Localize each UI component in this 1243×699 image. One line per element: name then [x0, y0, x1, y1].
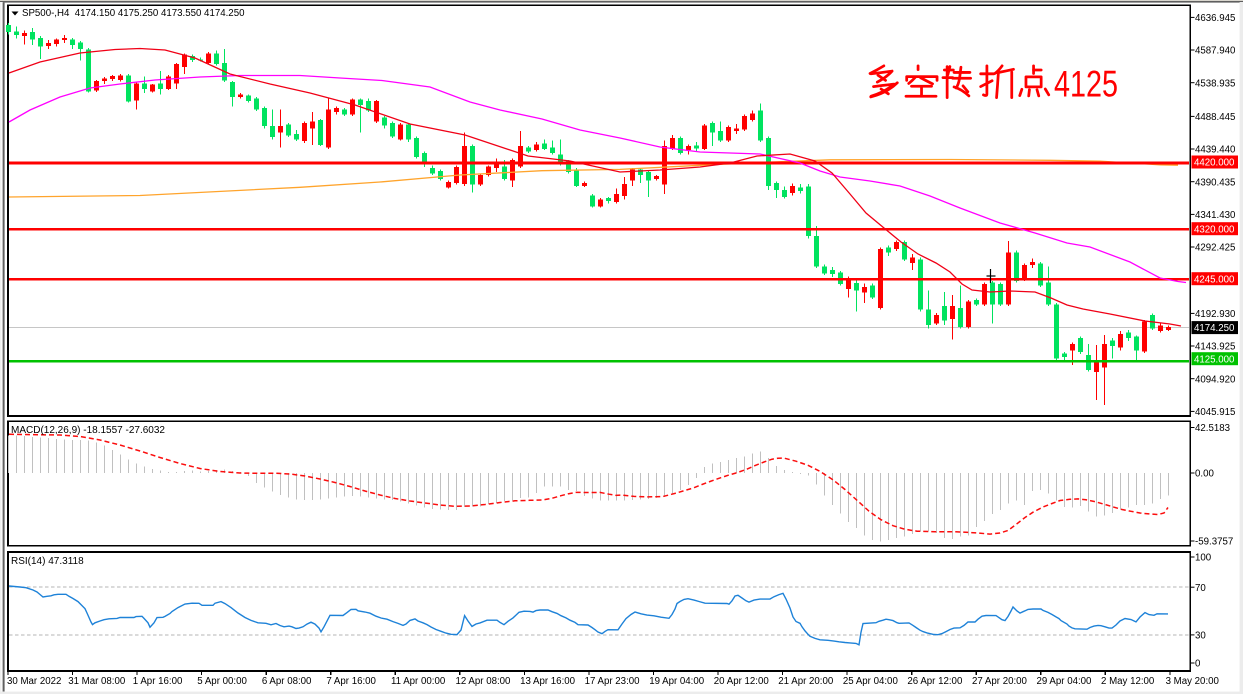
svg-text:4292.425: 4292.425 [1195, 243, 1235, 254]
svg-text:3 May 20:00: 3 May 20:00 [1166, 676, 1220, 687]
svg-text:11 Apr 00:00: 11 Apr 00:00 [391, 676, 446, 687]
svg-text:4143.925: 4143.925 [1195, 342, 1235, 353]
svg-text:100: 100 [1195, 553, 1212, 564]
svg-text:29 Apr 04:00: 29 Apr 04:00 [1037, 676, 1093, 687]
svg-text:30 Mar 2022: 30 Mar 2022 [7, 676, 61, 687]
svg-text:4125.000: 4125.000 [1194, 354, 1235, 365]
svg-text:MACD(12,26,9) -18.1557 -27.603: MACD(12,26,9) -18.1557 -27.6032 [11, 425, 165, 436]
svg-text:4174.250: 4174.250 [1194, 323, 1235, 334]
svg-text:1 Apr 16:00: 1 Apr 16:00 [133, 676, 183, 687]
svg-text:0: 0 [1195, 659, 1201, 670]
svg-text:7 Apr 16:00: 7 Apr 16:00 [326, 676, 376, 687]
svg-text:4439.440: 4439.440 [1195, 145, 1236, 156]
svg-text:13 Apr 16:00: 13 Apr 16:00 [520, 676, 576, 687]
svg-text:RSI(14) 47.3118: RSI(14) 47.3118 [11, 556, 84, 567]
svg-text:25 Apr 04:00: 25 Apr 04:00 [843, 676, 899, 687]
svg-text:4125: 4125 [1054, 64, 1118, 105]
svg-text:SP500-,H4 4174.150 4175.250 4: SP500-,H4 4174.150 4175.250 4173.550 417… [22, 8, 245, 19]
svg-text:4192.930: 4192.930 [1195, 309, 1236, 320]
svg-text:17 Apr 23:00: 17 Apr 23:00 [585, 676, 641, 687]
svg-text:70: 70 [1195, 583, 1206, 594]
svg-text:4636.945: 4636.945 [1195, 13, 1235, 24]
svg-text:26 Apr 12:00: 26 Apr 12:00 [907, 676, 963, 687]
svg-text:4390.435: 4390.435 [1195, 177, 1235, 188]
svg-text:31 Mar 08:00: 31 Mar 08:00 [68, 676, 126, 687]
svg-text:4045.915: 4045.915 [1195, 407, 1235, 418]
svg-text:42.5183: 42.5183 [1195, 423, 1230, 434]
svg-text:2 May 12:00: 2 May 12:00 [1101, 676, 1155, 687]
svg-text:12 Apr 08:00: 12 Apr 08:00 [456, 676, 512, 687]
svg-text:4420.000: 4420.000 [1194, 158, 1235, 169]
svg-text:4538.935: 4538.935 [1195, 78, 1235, 89]
svg-text:6 Apr 08:00: 6 Apr 08:00 [262, 676, 312, 687]
svg-text:4094.920: 4094.920 [1195, 374, 1236, 385]
svg-text:4488.445: 4488.445 [1195, 112, 1235, 123]
svg-text:30: 30 [1195, 631, 1206, 642]
svg-text:4245.000: 4245.000 [1194, 274, 1235, 285]
svg-text:-59.3757: -59.3757 [1195, 537, 1233, 548]
svg-text:0.00: 0.00 [1195, 469, 1214, 480]
svg-text:19 Apr 04:00: 19 Apr 04:00 [649, 676, 705, 687]
svg-text:20 Apr 12:00: 20 Apr 12:00 [714, 676, 770, 687]
svg-text:4320.000: 4320.000 [1194, 224, 1235, 235]
svg-text:27 Apr 20:00: 27 Apr 20:00 [972, 676, 1028, 687]
svg-text:4341.430: 4341.430 [1195, 210, 1236, 221]
svg-text:5 Apr 00:00: 5 Apr 00:00 [197, 676, 247, 687]
svg-text:4587.940: 4587.940 [1195, 46, 1236, 57]
svg-text:21 Apr 20:00: 21 Apr 20:00 [778, 676, 834, 687]
